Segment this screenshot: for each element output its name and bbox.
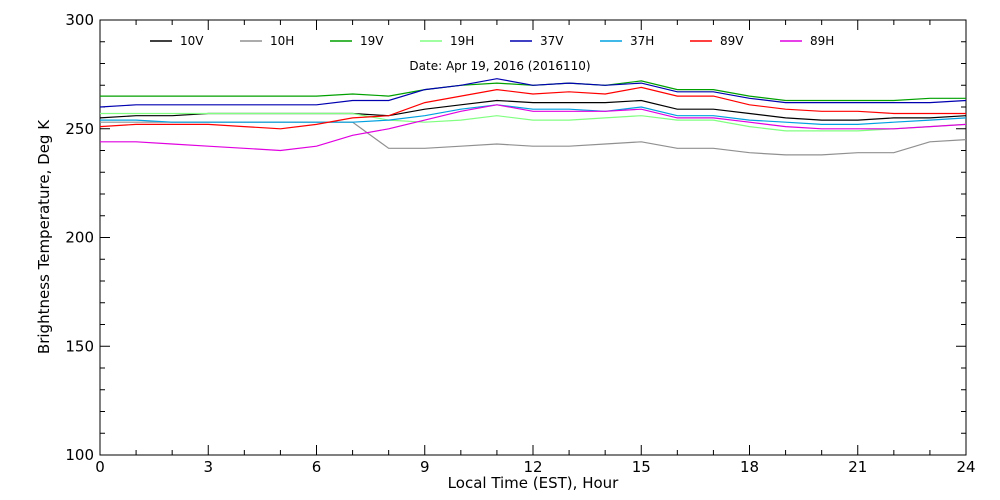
series-line-10h [100,121,967,156]
series-layer [99,78,967,156]
y-tick-label: 200 [65,229,94,247]
axis-ticks: 0 3 6 9 12 15 18 21 24 100 150 200 250 300 [65,11,975,476]
x-tick-label: 9 [420,458,430,476]
legend-label-89v: 89V [720,34,744,48]
legend-label-89h: 89H [810,34,834,48]
x-tick-label: 24 [956,458,975,476]
series-line-89v [99,86,966,130]
y-tick-label: 300 [65,11,94,29]
series-line-10v [99,99,967,121]
y-tick-label: 150 [65,337,94,355]
x-tick-label: 6 [312,458,322,476]
series-line-37h [100,104,967,126]
x-tick-label: 15 [632,458,651,476]
legend-label-10h: 10H [270,34,294,48]
legend: 10V 10H 19V 19H 37V 37H 89V 89H [150,34,834,48]
legend-label-19v: 19V [360,34,384,48]
y-axis-title: Brightness Temperature, Deg K [35,119,53,354]
x-tick-label: 0 [95,458,105,476]
chart-annotation: Date: Apr 19, 2016 (2016110) [409,59,590,73]
series-line-89h [100,104,967,152]
x-tick-label: 3 [203,458,213,476]
x-tick-label: 18 [740,458,759,476]
x-tick-label: 21 [848,458,867,476]
legend-label-37h: 37H [630,34,654,48]
legend-label-37v: 37V [540,34,564,48]
legend-label-19h: 19H [450,34,474,48]
y-tick-label: 250 [65,120,94,138]
series-line-37v [99,78,967,108]
y-tick-label: 100 [65,446,94,464]
series-line-19v [100,80,966,102]
x-axis-title: Local Time (EST), Hour [448,474,619,492]
x-tick-label: 12 [523,458,542,476]
series-line-19h [100,112,967,132]
legend-label-10v: 10V [180,34,204,48]
